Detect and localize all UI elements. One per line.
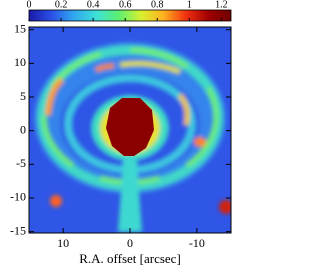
- chart: R.A. offset [arcsec] 10 0 -10151050-5-10-1…: [10, 0, 232, 266]
- x-tick-label: 10: [57, 236, 69, 250]
- colorbar-tick-label: 0.4: [87, 0, 100, 10]
- x-tick-label: 0: [127, 236, 133, 250]
- colorbar-tick-label: 1.2: [215, 0, 228, 10]
- y-tick-label: 10: [14, 55, 26, 69]
- colorbar-tick-label: 0.6: [119, 0, 132, 10]
- y-tick-label: 5: [20, 89, 26, 103]
- colorbar-tick-label: 0.8: [151, 0, 164, 10]
- x-tick-label: -10: [189, 236, 205, 250]
- y-tick-label: -5: [16, 156, 26, 170]
- colorbar: [28, 9, 232, 22]
- x-axis-label: R.A. offset [arcsec]: [79, 251, 181, 266]
- colorbar-tick-label: 1: [187, 0, 192, 10]
- y-tick-label: 0: [20, 122, 26, 136]
- core: [106, 98, 154, 156]
- y-tick-label: -15: [10, 223, 26, 237]
- colorbar-tick-label: 0.2: [55, 0, 68, 10]
- y-tick-label: -10: [10, 190, 26, 204]
- image: [29, 27, 231, 233]
- y-tick-label: 15: [14, 21, 26, 35]
- colorbar-tick-label: 0: [27, 0, 32, 10]
